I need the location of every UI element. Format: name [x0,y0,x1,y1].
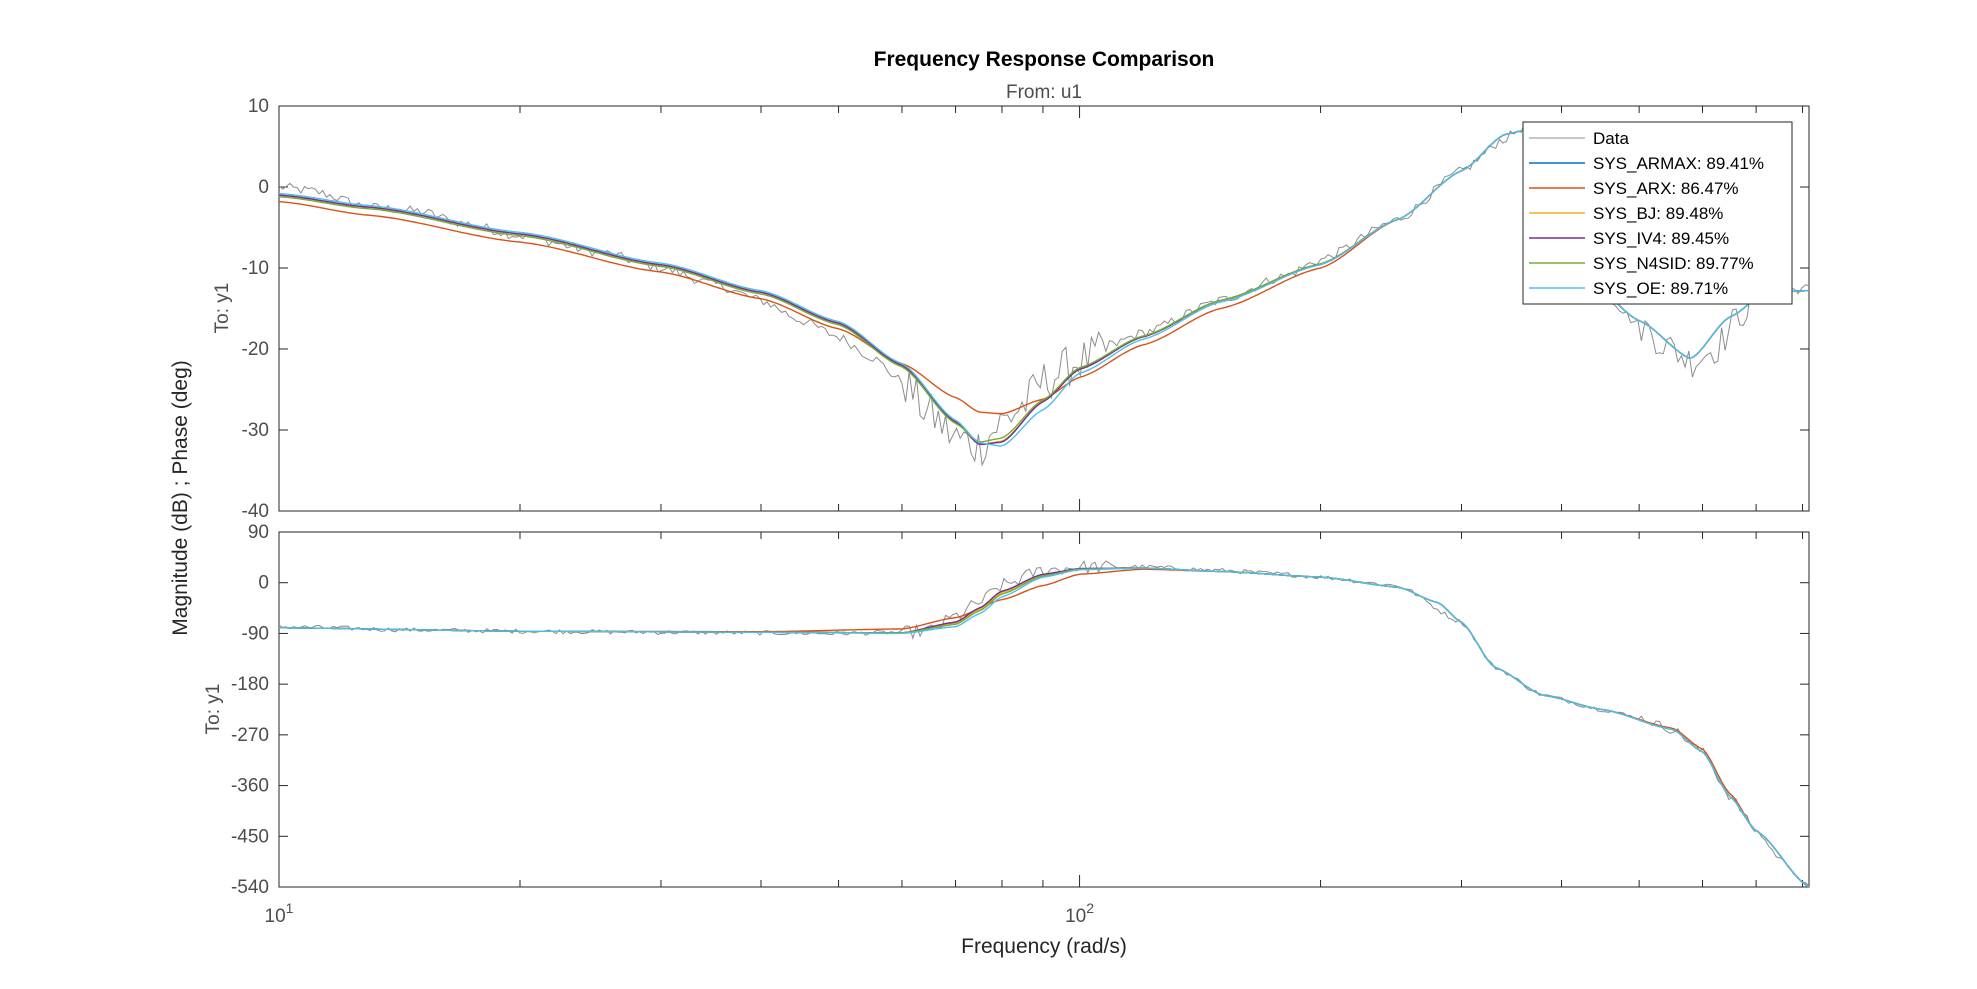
y-tick-label: -10 [242,258,269,279]
legend-entry: SYS_ARMAX: 89.41% [1593,154,1764,173]
phase-panel-label: To: y1 [203,684,224,735]
legend-entry: SYS_ARX: 86.47% [1593,179,1739,198]
y-tick-label: -20 [242,339,269,360]
y-tick-label: 0 [258,573,269,594]
y-tick-label: -270 [231,725,269,746]
phase-series [279,560,1809,887]
magnitude-x-ticks [278,106,1804,511]
magnitude-panel-label: To: y1 [212,283,233,334]
x-tick-labels: 101 102 [265,900,1095,927]
y-tick-label: 0 [258,177,269,198]
y-tick-label: 10 [248,96,269,117]
series-line-sys-oe-phase [279,567,1809,887]
magnitude-y-ticks: 10 0 -10 -20 -30 -40 [242,96,1809,522]
y-tick-label: -360 [231,776,269,797]
y-tick-label: -40 [242,501,269,522]
phase-x-ticks [278,532,1804,887]
phase-y-ticks: 90 0 -90 -180 -270 -360 -450 -540 [231,522,1809,898]
legend-entry: SYS_IV4: 89.45% [1593,229,1729,248]
y-axis-label: Magnitude (dB) ; Phase (deg) [169,360,192,635]
y-tick-label: -30 [242,420,269,441]
chart-title: Frequency Response Comparison [874,48,1215,71]
legend-entry: SYS_OE: 89.71% [1593,279,1728,298]
legend-entry: SYS_BJ: 89.48% [1593,204,1723,223]
y-tick-label: -540 [231,877,269,898]
x-tick-label: 102 [1065,900,1094,927]
chart-subtitle: From: u1 [1006,82,1082,103]
legend: Data SYS_ARMAX: 89.41% SYS_ARX: 86.47% SYS_… [1522,121,1793,305]
y-tick-label: 90 [248,522,269,543]
legend-entry: Data [1593,129,1629,148]
legend-entry: SYS_N4SID: 89.77% [1593,254,1754,273]
y-tick-label: -450 [231,826,269,847]
y-tick-label: -180 [231,674,269,695]
phase-panel: 90 0 -90 -180 -270 -360 -450 -540 [231,522,1810,898]
y-tick-label: -90 [242,623,269,644]
x-axis-label: Frequency (rad/s) [961,935,1127,958]
x-tick-label: 101 [265,900,294,927]
phase-plot-area [278,531,1810,888]
